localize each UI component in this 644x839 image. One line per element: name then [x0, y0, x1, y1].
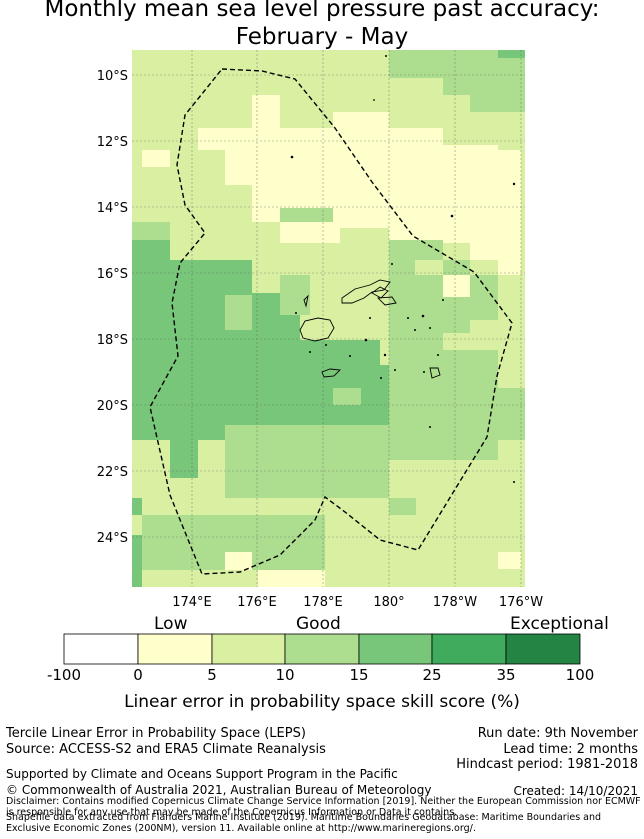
map-title-line-1: Monthly mean sea level pressure past acc… — [44, 0, 600, 22]
lon-label: 178°W — [433, 595, 477, 610]
lat-label: 12°S — [97, 135, 128, 150]
category-exceptional: Exceptional — [510, 614, 609, 634]
small-islands — [290, 55, 516, 483]
lead-time: Lead time: 2 months — [503, 742, 638, 757]
category-good: Good — [296, 614, 341, 634]
colorbar-segment — [211, 633, 286, 665]
map-title-line-2: February - May — [235, 24, 409, 50]
lat-label: 20°S — [97, 399, 128, 414]
gridlines — [132, 50, 525, 587]
fiji-islands — [299, 279, 441, 379]
lat-label: 18°S — [97, 333, 128, 348]
category-low: Low — [154, 614, 188, 634]
colorbar-segment — [137, 633, 213, 665]
lon-label: 180° — [373, 595, 404, 610]
colorbar-tick: 35 — [496, 666, 516, 684]
copyright-text: © Commonwealth of Australia 2021, Austra… — [6, 783, 432, 797]
lat-label: 14°S — [97, 201, 128, 216]
colorbar-axis-label: Linear error in probability space skill … — [124, 692, 520, 712]
shapefile-credit: Shapefile data extracted from Flanders M… — [6, 812, 602, 834]
lat-label: 24°S — [97, 531, 128, 546]
run-date: Run date: 9th November — [477, 726, 638, 741]
lat-label: 22°S — [97, 465, 128, 480]
method-text: Tercile Linear Error in Probability Spac… — [6, 726, 306, 741]
skill-grid — [132, 50, 525, 587]
colorbar-tick: -100 — [46, 666, 82, 684]
colorbar-segment — [431, 633, 507, 665]
colorbar-tick: 25 — [422, 666, 442, 684]
colorbar-tick: 100 — [565, 666, 595, 684]
lon-label: 174°E — [172, 595, 212, 610]
colorbar-segment — [505, 633, 581, 665]
lon-label: 176°E — [237, 595, 277, 610]
eez-boundary — [149, 68, 513, 575]
colorbar-tick: 0 — [133, 666, 143, 684]
hindcast-period: Hindcast period: 1981-2018 — [456, 757, 638, 772]
colorbar-tick: 10 — [275, 666, 295, 684]
lon-label: 178°E — [303, 595, 343, 610]
disclaimer: Disclaimer: Contains modified Copernicus… — [6, 796, 641, 816]
lat-label: 16°S — [97, 267, 128, 282]
support-text: Supported by Climate and Oceans Support … — [6, 767, 398, 781]
colorbar-segment — [63, 633, 139, 665]
colorbar-segment — [284, 633, 360, 665]
source-text: Source: ACCESS-S2 and ERA5 Climate Reana… — [6, 742, 326, 757]
colorbar-segment — [358, 633, 433, 665]
lon-label: 176°W — [499, 595, 543, 610]
colorbar — [63, 633, 581, 665]
colorbar-tick: 15 — [349, 666, 369, 684]
created-date: Created: 14/10/2021 — [513, 784, 638, 798]
lat-label: 10°S — [97, 69, 128, 84]
colorbar-tick: 5 — [207, 666, 217, 684]
